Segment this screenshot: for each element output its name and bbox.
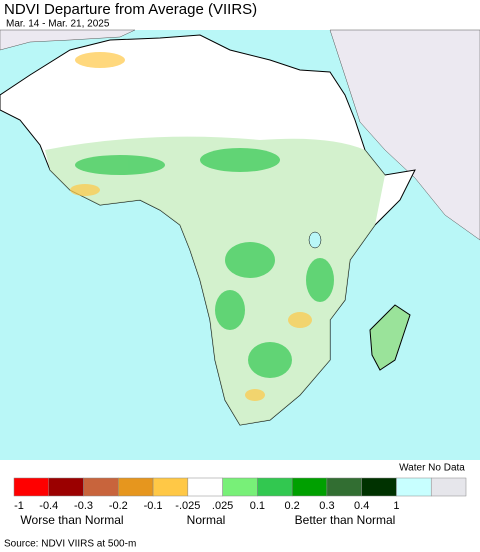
vegetation <box>45 136 385 425</box>
legend-tick-label: 0.3 <box>319 500 334 512</box>
legend-swatch <box>152 477 189 497</box>
legend-swatch <box>13 477 50 497</box>
legend-tick-label: -0.1 <box>144 500 163 512</box>
legend-swatch <box>257 477 293 497</box>
legend-tick-label: -1 <box>14 500 24 512</box>
legend-tick-label: -0.2 <box>109 500 128 512</box>
lake <box>308 231 322 249</box>
legend-tick-label: .025 <box>212 500 233 512</box>
water-label: Water No Data <box>399 463 465 474</box>
dry-patches <box>70 52 312 401</box>
legend-group-label: Worse than Normal <box>20 513 123 527</box>
legend-swatch <box>430 477 467 497</box>
subtitle: Mar. 14 - Mar. 21, 2025 <box>6 19 110 30</box>
legend-swatch <box>118 477 154 497</box>
source: Source: NDVI VIIRS at 500-m <box>4 539 136 550</box>
legend-swatch <box>83 477 119 497</box>
legend-swatch <box>326 477 362 497</box>
middle-east <box>329 29 480 241</box>
source-bar <box>0 536 480 552</box>
legend-swatch <box>187 477 223 497</box>
legend-tick-label: -0.3 <box>74 500 93 512</box>
legend-swatch <box>48 477 84 497</box>
legend-tick-label: 0.4 <box>354 500 369 512</box>
title: NDVI Departure from Average (VIIRS) <box>4 1 257 18</box>
legend-swatch <box>291 477 328 497</box>
legend-group-label: Normal <box>187 513 226 527</box>
legend-swatch <box>396 477 432 497</box>
green-patches <box>75 148 334 378</box>
legend: -1 -0.4 -0.3 -0.2 -0.1 -.025 .025 0.1 0.2 0.3 0.4 1… <box>13 477 467 527</box>
madagascar <box>369 304 411 371</box>
legend-tick-label: 1 <box>393 500 399 512</box>
legend-swatch <box>361 477 397 497</box>
legend-tick-label: 0.2 <box>285 500 300 512</box>
europe <box>0 29 136 51</box>
legend-group-label: Better than Normal <box>295 513 396 527</box>
legend-tick-label: -.025 <box>175 500 200 512</box>
legend-swatch <box>222 477 258 497</box>
map <box>0 29 480 460</box>
legend-tick-label: 0.1 <box>250 500 265 512</box>
legend-tick-label: -0.4 <box>39 500 58 512</box>
